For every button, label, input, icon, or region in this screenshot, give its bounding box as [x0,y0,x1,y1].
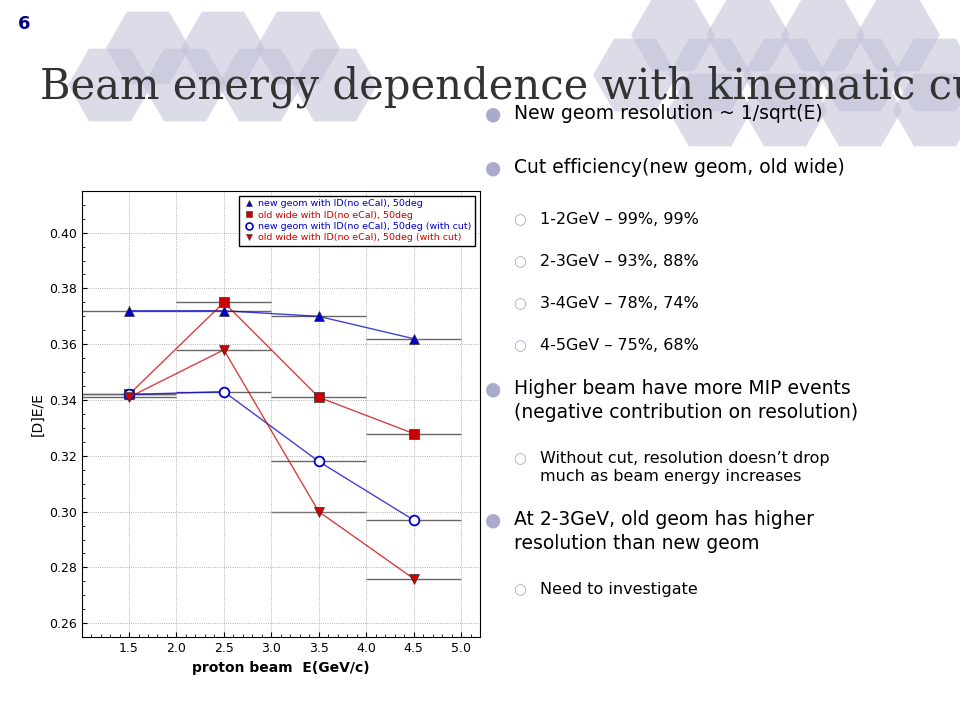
Text: ○: ○ [514,338,526,353]
Text: New geom resolution ~ 1/sqrt(E): New geom resolution ~ 1/sqrt(E) [514,104,822,123]
Text: ○: ○ [514,296,526,311]
Text: 1-2GeV – 99%, 99%: 1-2GeV – 99%, 99% [540,212,698,228]
Text: Without cut, resolution doesn’t drop
much as beam energy increases: Without cut, resolution doesn’t drop muc… [540,451,829,485]
Text: ●: ● [485,104,501,123]
Text: 6: 6 [18,15,31,33]
Text: Higher beam have more MIP events
(negative contribution on resolution): Higher beam have more MIP events (negati… [514,379,857,422]
Y-axis label: [D]E/E: [D]E/E [31,392,45,436]
X-axis label: proton beam  E(GeV/c): proton beam E(GeV/c) [192,661,370,675]
Text: 4-5GeV – 75%, 68%: 4-5GeV – 75%, 68% [540,338,698,353]
Legend: new geom with ID(no eCal), 50deg, old wide with ID(no eCal), 50deg, new geom wit: new geom with ID(no eCal), 50deg, old wi… [239,196,475,246]
Text: Cut efficiency(new geom, old wide): Cut efficiency(new geom, old wide) [514,158,845,177]
Text: ●: ● [485,510,501,529]
Text: 2-3GeV – 93%, 88%: 2-3GeV – 93%, 88% [540,254,698,269]
Text: ○: ○ [514,582,526,598]
Text: ○: ○ [514,451,526,467]
Text: ●: ● [485,379,501,398]
Text: ●: ● [485,158,501,177]
Text: Beam energy dependence with kinematic cut: Beam energy dependence with kinematic cu… [40,65,960,107]
Text: Need to investigate: Need to investigate [540,582,697,598]
Text: 3-4GeV – 78%, 74%: 3-4GeV – 78%, 74% [540,296,698,311]
Text: ○: ○ [514,254,526,269]
Text: At 2-3GeV, old geom has higher
resolution than new geom: At 2-3GeV, old geom has higher resolutio… [514,510,814,553]
Text: ○: ○ [514,212,526,228]
